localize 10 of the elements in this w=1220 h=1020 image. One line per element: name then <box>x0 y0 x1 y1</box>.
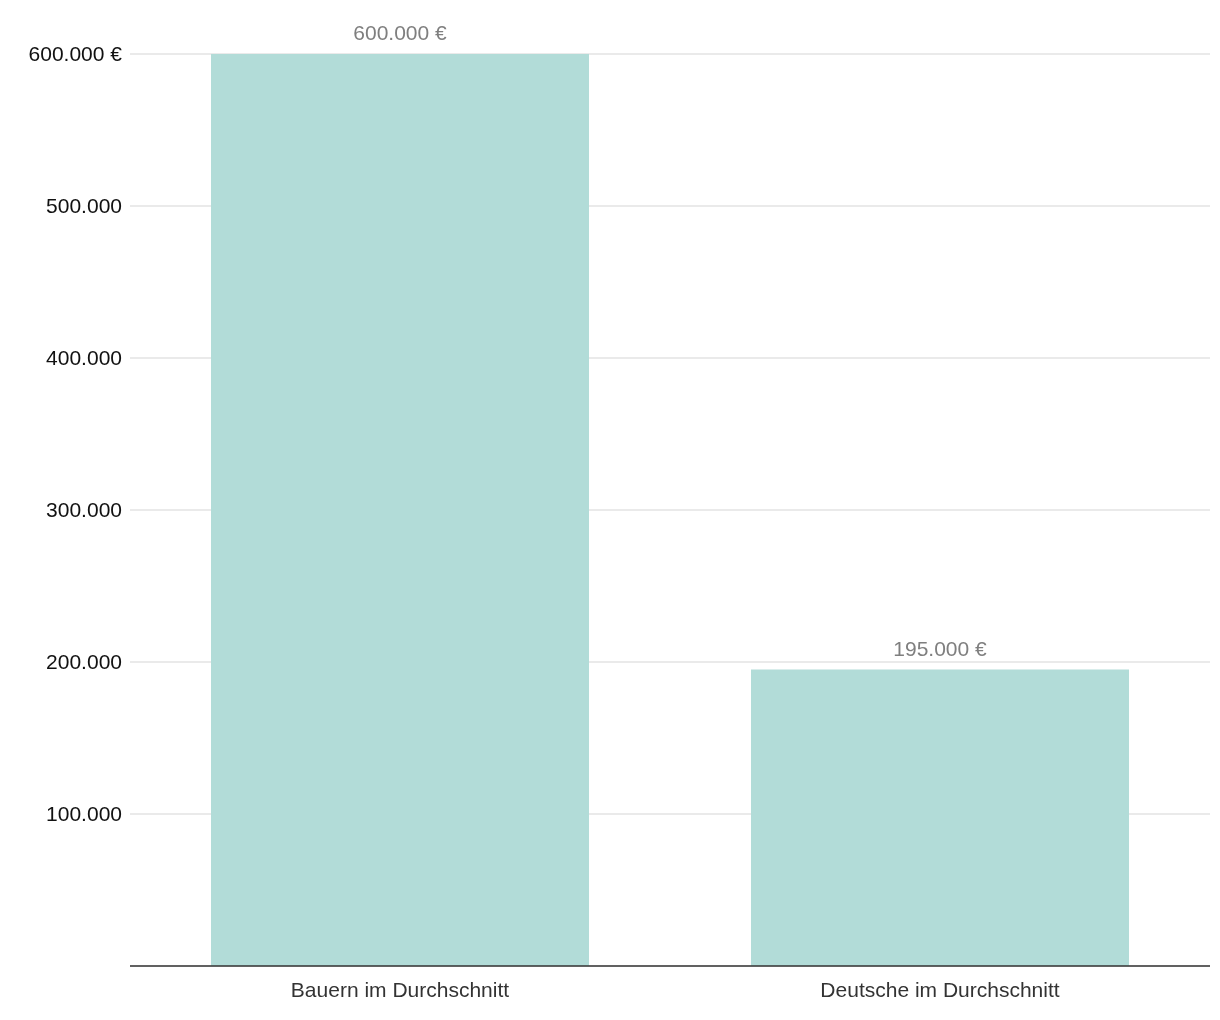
x-tick-label: Deutsche im Durchschnitt <box>820 977 1060 1001</box>
x-tick-label: Bauern im Durchschnitt <box>290 977 510 1001</box>
y-tick-label: 500.000 <box>46 194 122 218</box>
data-label: 195.000 € <box>893 636 988 660</box>
y-tick-label: 400.000 <box>46 346 122 370</box>
y-tick-label: 600.000 € <box>28 42 123 66</box>
y-tick-label: 100.000 <box>46 802 122 826</box>
y-tick-label: 200.000 <box>46 650 122 674</box>
data-label: 600.000 € <box>353 21 448 44</box>
y-tick-label: 300.000 <box>46 498 122 522</box>
